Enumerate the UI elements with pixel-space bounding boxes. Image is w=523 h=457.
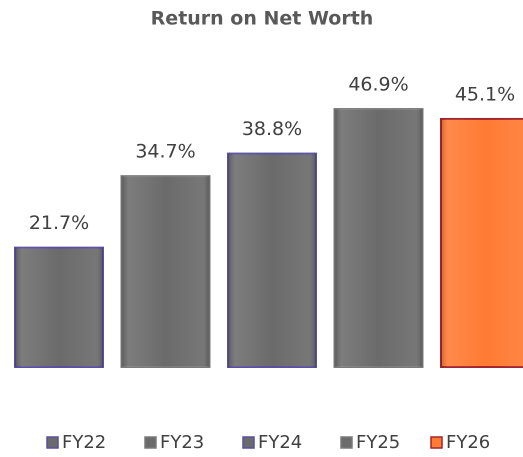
bar [227, 152, 317, 368]
data-label: 21.7% [29, 212, 89, 234]
data-label: 45.1% [455, 83, 515, 105]
legend-label: FY23 [160, 432, 204, 453]
legend-label: FY25 [356, 432, 400, 453]
chart-title: Return on Net Worth [151, 8, 374, 30]
bar [120, 175, 211, 368]
legend-swatch [242, 436, 255, 449]
data-label: 34.7% [135, 141, 195, 163]
legend-label: FY24 [258, 432, 302, 453]
legend-swatch [144, 436, 157, 449]
data-label: 38.8% [242, 118, 302, 140]
legend-swatch [46, 436, 59, 449]
bar [14, 246, 104, 368]
legend-swatch [430, 436, 443, 449]
legend-label: FY26 [446, 432, 490, 453]
bar [333, 108, 424, 369]
data-label: 46.9% [348, 74, 408, 96]
legend-label: FY22 [62, 432, 106, 453]
bar [440, 117, 523, 368]
legend-swatch [340, 436, 353, 449]
